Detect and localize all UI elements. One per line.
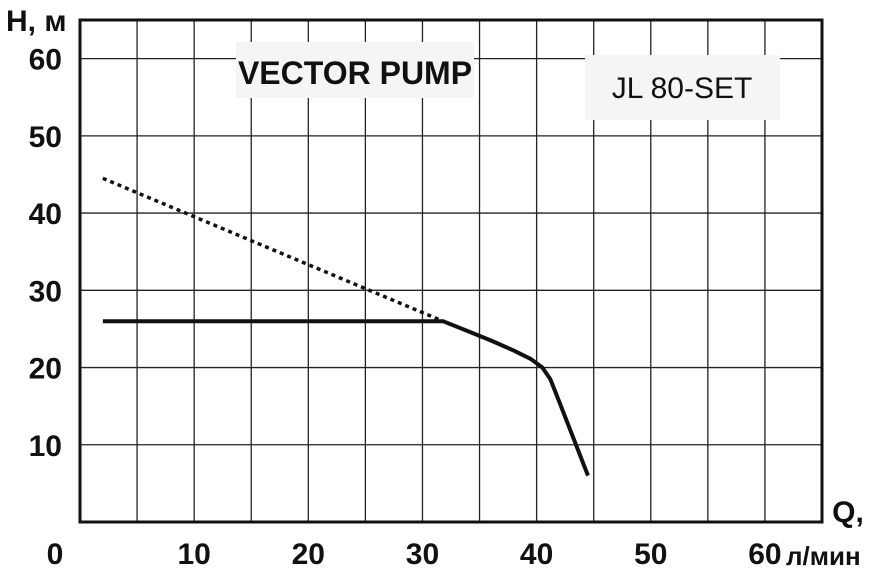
x-tick-label: 40 xyxy=(520,538,553,571)
series-line-solid xyxy=(102,319,590,477)
series-group xyxy=(102,176,590,477)
x-tick-label: 20 xyxy=(292,538,325,571)
x-tick-label: 30 xyxy=(406,538,439,571)
y-axis-title: Н, м xyxy=(6,5,67,38)
x-tick-label: 50 xyxy=(634,538,667,571)
y-tick-label: 20 xyxy=(29,353,62,386)
x-tick-label: 10 xyxy=(177,538,210,571)
model-box xyxy=(585,55,780,120)
x-axis-title: Q, xyxy=(832,496,864,529)
x-tick-label: 60 xyxy=(748,538,781,571)
chart-title: VECTOR PUMP xyxy=(238,55,472,91)
y-tick-label: 40 xyxy=(29,198,62,231)
x-tick-labels: 0 10 20 30 40 50 60 xyxy=(47,538,782,571)
y-tick-label: 60 xyxy=(29,44,62,77)
y-tick-labels: 10 20 30 40 50 60 xyxy=(29,44,62,463)
plot-frame xyxy=(78,18,824,524)
title-box xyxy=(236,42,474,98)
x-axis-unit: л/мин xyxy=(786,541,861,571)
y-tick-label: 30 xyxy=(29,275,62,308)
model-label: JL 80-SET xyxy=(612,72,753,105)
x-tick-label: 0 xyxy=(47,538,64,571)
y-tick-label: 10 xyxy=(29,430,62,463)
series-line-dotted xyxy=(102,176,444,323)
y-tick-label: 50 xyxy=(29,121,62,154)
